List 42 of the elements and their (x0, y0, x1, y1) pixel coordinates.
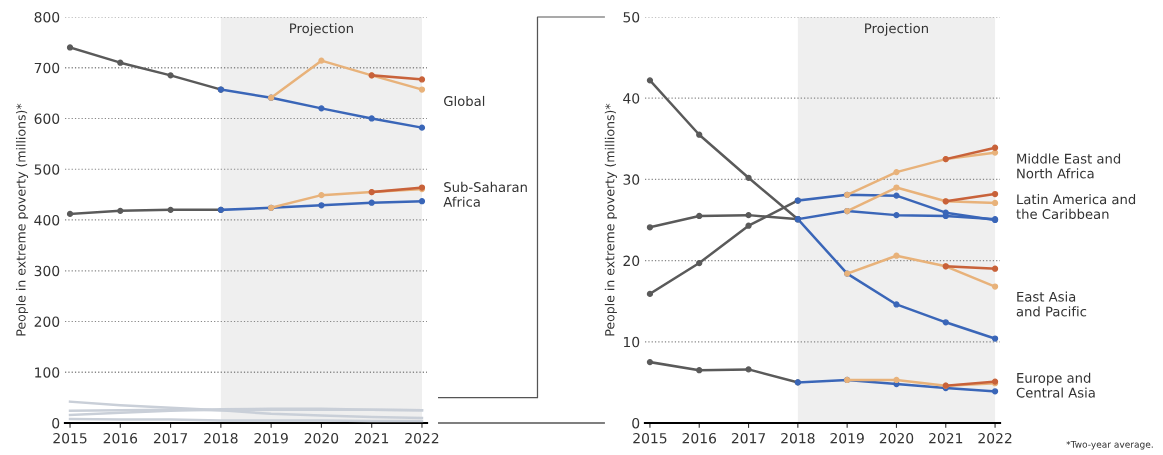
y-tick-label: 500 (34, 164, 60, 175)
x-tick-label: 2019 (830, 432, 864, 444)
x-tick-label: 2017 (731, 432, 766, 444)
text: Global (444, 95, 485, 107)
y-tick-label: 300 (34, 265, 60, 277)
band-label: Projection (865, 23, 928, 36)
text: *Two-year average. (1066, 440, 1153, 450)
y-tick-label: 30 (623, 174, 640, 185)
y-tick-label: 40 (623, 93, 640, 104)
y-tick-label: 200 (34, 316, 60, 327)
text: Sub-Saharan Africa (443, 181, 527, 207)
x-tick-label: 2017 (153, 432, 188, 444)
x-tick-label: 2021 (355, 432, 389, 444)
text: Europe and Central Asia (1016, 372, 1095, 398)
x-tick-label: 2022 (405, 432, 439, 444)
y-tick-label: 10 (623, 336, 640, 348)
text: East Asia and Pacific (1016, 291, 1087, 317)
x-tick-label: 2018 (204, 432, 238, 444)
text: Middle East and North Africa (1017, 153, 1121, 179)
x-tick-label: 2015 (53, 432, 87, 444)
y-tick-label: 600 (34, 113, 60, 124)
y-tick-label: 100 (35, 367, 60, 378)
y-tick-label: 0 (632, 417, 640, 429)
x-tick-label: 2022 (978, 432, 1012, 444)
text: Latin America and the Caribbean (1016, 194, 1136, 220)
x-tick-label: 2016 (682, 432, 717, 444)
x-tick-label: 2016 (103, 432, 138, 444)
y-tick-label: 800 (34, 11, 60, 23)
x-tick-label: 2015 (633, 432, 667, 444)
y-tick-label: 400 (34, 214, 60, 226)
x-tick-label: 2020 (304, 432, 339, 444)
x-tick-label: 2021 (929, 432, 963, 444)
y-tick-label: 700 (34, 62, 60, 74)
x-tick-label: 2020 (879, 432, 914, 444)
y-axis-title: People in extreme poverty (millions)* (604, 103, 617, 336)
x-tick-label: 2018 (781, 432, 815, 444)
y-tick-label: 20 (623, 255, 640, 267)
x-tick-label: 2019 (254, 432, 288, 444)
y-tick-label: 0 (52, 417, 60, 429)
y-tick-label: 50 (623, 11, 640, 23)
band-label: Projection (290, 23, 353, 36)
y-axis-title: People in extreme poverty (millions)* (15, 103, 29, 336)
